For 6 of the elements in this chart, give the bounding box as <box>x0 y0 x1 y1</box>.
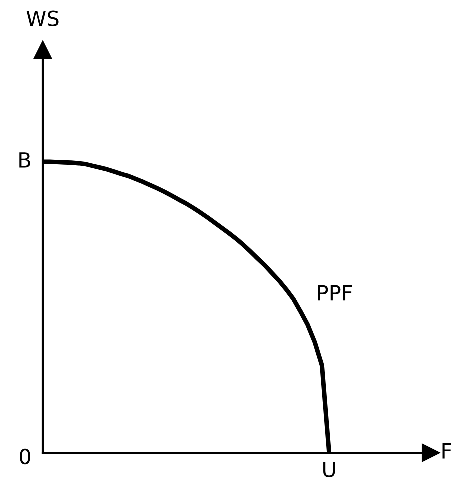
text: 0 <box>20 448 31 465</box>
text: U <box>324 462 336 478</box>
text: WS <box>26 10 59 27</box>
text: F <box>442 444 452 459</box>
annotation: PPF <box>318 285 352 301</box>
text: B <box>20 152 30 168</box>
